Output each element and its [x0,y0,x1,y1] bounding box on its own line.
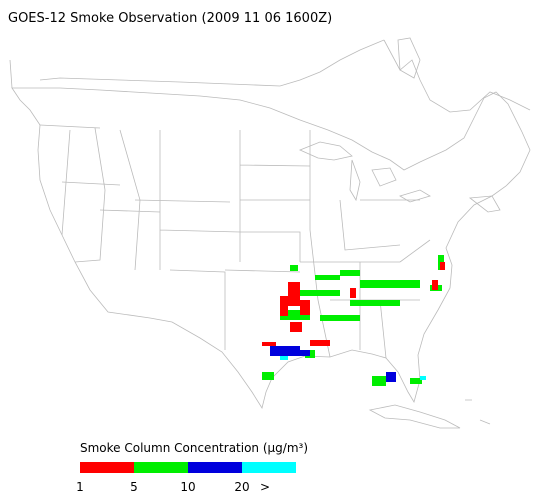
legend-label: 5 [130,480,138,494]
title: GOES-12 Smoke Observation (2009 11 06 16… [8,11,332,26]
smoke-pixel [350,300,400,306]
smoke-pixel [360,280,420,288]
smoke-pixel [280,356,288,360]
smoke-pixel [310,340,330,346]
smoke-pixel [410,378,422,384]
color-bar: 1 5 10 20 [76,462,296,494]
color-segment [188,462,242,473]
color-segment [242,462,296,473]
smoke-pixel [270,346,300,356]
smoke-pixel [340,270,360,276]
legend-label: 10 [180,480,195,494]
smoke-pixel [262,372,274,380]
smoke-pixel [315,275,340,280]
smoke-pixel [300,300,310,315]
smoke-pixel [350,288,356,298]
smoke-pixel [420,376,426,380]
smoke-pixel [300,350,310,356]
legend-label: 20 [234,480,249,494]
smoke [262,255,445,386]
base-map [9,37,531,429]
smoke-pixel [300,290,340,296]
color-segment [134,462,188,473]
smoke-pixel [386,372,396,382]
legend-end-label: > [260,480,270,494]
smoke-pixel [320,315,360,321]
smoke-pixel [288,282,300,306]
legend-label: 1 [76,480,84,494]
smoke-pixel [290,322,302,332]
smoke-pixel [432,280,438,290]
color-segment [80,462,134,473]
smoke-pixel [280,296,288,316]
smoke-pixel [280,310,310,320]
legend-title: Smoke Column Concentration (μg/m³) [80,441,308,455]
smoke-pixel [290,265,298,271]
smoke-pixel [440,262,445,270]
smoke-pixel [372,376,386,386]
smoke-pixel [262,342,276,346]
